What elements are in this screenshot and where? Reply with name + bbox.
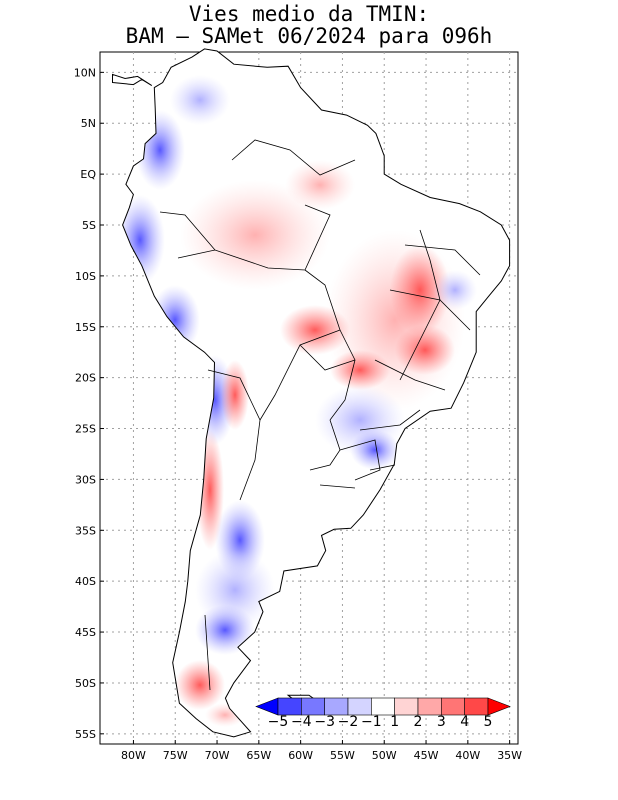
- lat-tick-label: 55S: [75, 728, 96, 741]
- lon-tick-label: 80W: [121, 749, 146, 762]
- colorbar-swatch: [441, 697, 465, 716]
- colorbar-label: 3: [437, 714, 446, 730]
- lat-tick-label: 25S: [75, 423, 96, 436]
- colorbar-label: 5: [484, 714, 493, 730]
- map-title-line2: BAM – SAMet 06/2024 para 096h: [125, 24, 493, 48]
- colorbar-label: −5: [268, 714, 289, 730]
- lat-tick-label: 10S: [75, 270, 96, 283]
- lat-tick-label: 35S: [75, 524, 96, 537]
- colorbar-swatch: [301, 697, 325, 716]
- lon-tick-label: 70W: [205, 749, 230, 762]
- colorbar-label: 2: [414, 714, 423, 730]
- lat-tick-label: 45S: [75, 626, 96, 639]
- colorbar-label: 1: [390, 714, 399, 730]
- colorbar-swatch: [277, 697, 302, 716]
- lat-tick-label: 30S: [75, 473, 96, 486]
- lon-tick-label: 45W: [414, 749, 439, 762]
- colorbar-swatch: [371, 697, 395, 716]
- lat-tick-label: 5S: [82, 219, 96, 232]
- colorbar-label: 4: [460, 714, 469, 730]
- lon-tick-label: 40W: [455, 749, 480, 762]
- lat-tick-label: 50S: [75, 677, 96, 690]
- lon-tick-label: 50W: [372, 749, 397, 762]
- lat-tick-label: 10N: [74, 66, 96, 79]
- colorbar-max-arrow: [487, 697, 511, 716]
- colorbar-swatch: [417, 697, 442, 716]
- colorbar-label: −4: [291, 714, 312, 730]
- lat-tick-label: EQ: [80, 168, 96, 181]
- lon-tick-label: 35W: [497, 749, 522, 762]
- colorbar-swatch: [347, 697, 372, 716]
- colorbar-label: −2: [338, 714, 359, 730]
- latitude-labels: 10N 5N EQ 5S 10S 15S 20S 25S 30S 35S 40S 45S 50S 55S: [74, 66, 104, 741]
- lat-tick-label: 5N: [81, 117, 96, 130]
- longitude-labels: 80W 75W 70W 65W 60W 55W 50W 45W 40W 35W: [121, 740, 522, 762]
- lon-tick-label: 65W: [246, 749, 271, 762]
- lon-tick-label: 60W: [288, 749, 313, 762]
- colorbar-swatch: [394, 697, 419, 716]
- map-title-line1: Vies medio da TMIN:: [188, 2, 430, 26]
- colorbar-swatch: [324, 697, 349, 716]
- colorbar-label: −1: [361, 714, 382, 730]
- lat-tick-label: 40S: [75, 575, 96, 588]
- lon-tick-label: 55W: [330, 749, 355, 762]
- lat-tick-label: 15S: [75, 321, 96, 334]
- colorbar: −5 −4 −3 −2 −1 1 2 3 4 5: [255, 697, 511, 730]
- colorbar-swatch: [464, 697, 489, 716]
- colorbar-label: −3: [314, 714, 335, 730]
- lon-tick-label: 75W: [163, 749, 188, 762]
- country-borders: [159, 139, 481, 691]
- lat-tick-label: 20S: [75, 372, 96, 385]
